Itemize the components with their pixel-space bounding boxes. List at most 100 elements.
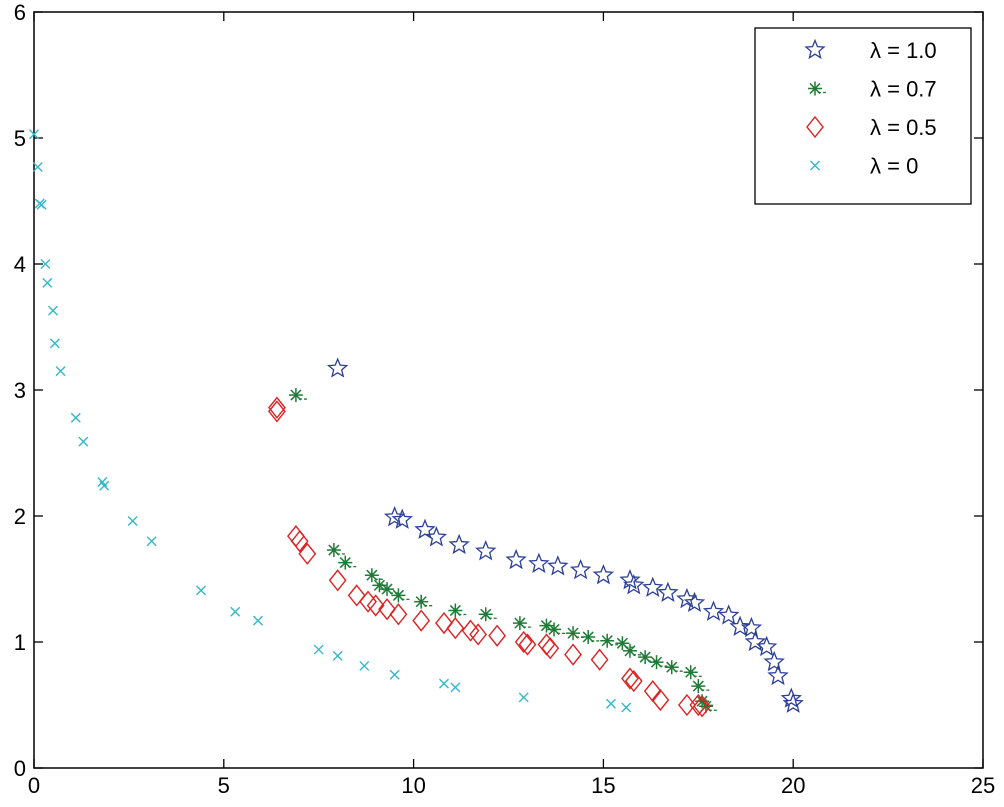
data-point [683,665,703,680]
data-point [623,574,645,595]
data-point [767,664,789,686]
data-point [99,480,110,491]
legend-marker [808,81,827,96]
y-tick-label: 6 [14,0,26,25]
data-point [744,630,766,652]
data-point [414,594,434,609]
data-point [619,569,641,590]
axis-ticks: 0 5 10 15 20 25 0 1 2 3 4 5 6 [14,0,995,798]
series-3 [29,129,632,713]
data-point [338,555,358,570]
legend: λ = 1.0 λ = 0.7 λ = 0.5 λ = 0 [754,27,972,205]
data-point [448,603,468,618]
x-tick-label: 15 [591,773,615,798]
data-point [547,555,569,576]
data-point [127,516,138,527]
data-point [592,563,615,585]
data-point [47,305,58,316]
data-point [326,543,346,558]
data-point [448,533,470,555]
data-point [391,508,413,529]
legend-marker [810,160,820,171]
data-point [435,611,453,635]
data-point [425,526,448,547]
data-point [782,692,804,713]
data-point [42,277,53,288]
data-point [664,660,684,675]
data-point [505,548,527,570]
data-point [298,542,317,565]
data-point [446,617,465,640]
data-point [702,600,725,621]
data-point [691,679,711,694]
data-point [590,648,609,671]
data-point [313,644,324,655]
data-point [642,576,664,597]
data-point [624,669,643,693]
data-point [70,412,81,423]
data-point [196,585,207,596]
data-point [657,581,679,602]
y-tick-label: 2 [14,504,26,529]
data-point [780,687,802,708]
data-point [514,630,533,654]
data-point [438,678,449,689]
y-tick-label: 3 [14,378,26,403]
data-point [518,633,537,656]
legend-marker [806,115,824,139]
data-point [268,396,286,419]
data-point [389,603,408,626]
x-tick-label: 20 [781,773,805,798]
x-tick-label: 0 [28,773,40,798]
data-point [328,569,347,592]
data-point [268,400,286,423]
data-point [366,594,385,617]
data-point [740,616,763,638]
data-marks [29,129,804,718]
data-point [32,161,43,172]
legend-label: λ = 1.0 [870,38,937,63]
series-2 [268,396,711,718]
data-point [512,616,532,631]
series-1 [288,388,718,714]
x-tick-label: 10 [401,773,425,798]
data-point [755,635,778,657]
data-point [29,129,39,140]
y-tick-label: 5 [14,126,26,151]
data-point [528,552,550,573]
data-point [649,655,669,670]
data-point [475,540,497,561]
data-point [252,615,263,626]
data-point [600,633,620,648]
data-point [364,568,384,583]
data-point [683,591,706,613]
data-point [478,607,498,622]
data-point [581,629,601,644]
data-point [651,688,670,712]
data-point [717,604,740,625]
data-point [49,338,60,349]
data-point [389,669,400,680]
x-tick-label: 5 [218,773,230,798]
data-point [605,698,616,709]
data-point [412,609,431,632]
data-point [488,624,507,647]
data-point [332,650,343,661]
data-point [693,695,711,718]
data-point [450,682,461,693]
data-point [564,643,582,666]
data-point [378,598,396,621]
data-point [621,667,639,690]
y-tick-label: 0 [14,756,26,781]
y-tick-label: 4 [14,252,26,277]
data-point [55,366,66,377]
data-point [383,506,406,527]
series-0 [326,357,804,713]
data-point [391,588,411,603]
data-point [326,357,349,378]
data-point [689,693,708,717]
data-point [347,584,366,607]
data-point [729,615,751,636]
data-point [621,702,632,713]
